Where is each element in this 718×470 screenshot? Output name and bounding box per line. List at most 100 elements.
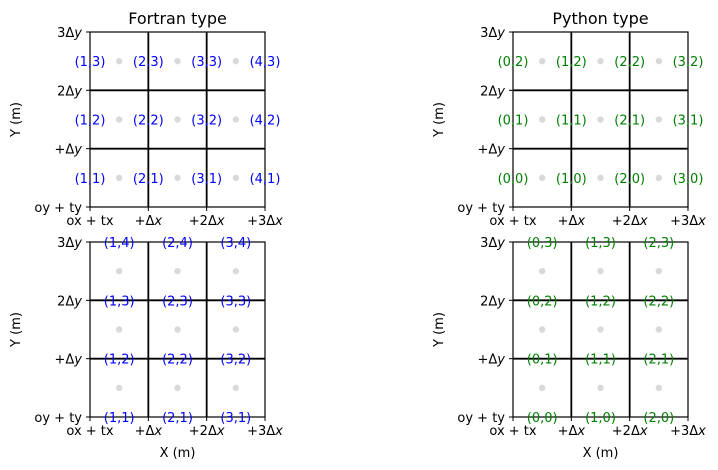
index-label: (1,3) [75,55,106,70]
index-label: (1,2) [104,353,135,368]
x-tick-label: ox + tx [489,214,537,229]
index-label: (2,1) [614,114,645,129]
x-tick-label: +3Δx [670,214,706,229]
index-label: (3,1) [220,411,251,426]
x-tick-label: +3Δx [247,424,283,439]
cell-center-dot [115,174,123,182]
index-label: (0,0) [498,172,529,187]
cell-center-dot [655,116,663,123]
x-tick-label: +2Δx [612,214,648,229]
panel-fortran-top: Fortran type ox + tx +Δx +2Δx +3Δx oy + ty +Δy… [9,9,283,229]
cell-center-dot [115,326,123,333]
x-axis-label: X (m) [160,446,196,461]
cell-center-dot [115,57,123,65]
index-label: (0,1) [527,353,558,368]
x-tick-label: +3Δx [247,214,283,229]
index-label: (2,4) [162,236,193,251]
y-tick-label: 2Δy [480,84,505,99]
index-label: (2,3) [162,294,193,309]
cell-center-dot [538,384,546,392]
cell-center-dot [115,267,123,275]
index-label: (3,1) [191,172,222,187]
y-tick-label: +Δy [55,143,83,158]
cell-center-dot [538,326,546,333]
cell-center-dot [597,174,604,182]
cell-center-dot [232,384,240,392]
x-axis-label: X (m) [583,446,619,461]
cell-center-dot [174,174,181,182]
cell-center-dot [174,267,181,275]
index-label: (3,2) [191,114,222,129]
x-tick-label: ox + tx [489,424,537,439]
y-tick-label: oy + ty [34,201,82,216]
cell-center-dot [538,267,546,275]
y-tick-label: +Δy [55,353,83,368]
cell-center-dot [174,326,181,333]
index-label: (2,1) [162,411,193,426]
y-tick-label: 3Δy [480,26,505,41]
x-tick-label: +2Δx [189,424,225,439]
index-label: (4,3) [250,55,281,70]
y-tick-label: +Δy [478,353,506,368]
x-tick-label: ox + tx [66,424,114,439]
index-label: (2,1) [643,353,674,368]
cell-center-dot [232,174,240,182]
index-label: (1,3) [104,294,135,309]
x-tick-label: +2Δx [612,424,648,439]
x-tick-label: +Δx [135,214,163,229]
panel-python-bottom: ox + tx +Δx +2Δx +3Δx oy + ty +Δy 2Δy 3Δy Y (m) X… [432,236,706,461]
y-tick-label: 3Δy [480,236,505,251]
panel-title: Fortran type [128,9,227,28]
index-label: (1,2) [556,55,587,70]
y-axis-label: Y (m) [432,312,447,348]
x-tick-label: +Δx [558,214,586,229]
cell-center-dot [538,116,546,123]
cell-center-dot [538,174,546,182]
index-label: (2,2) [133,114,164,129]
y-tick-label: 3Δy [57,26,82,41]
cell-center-dot [655,384,663,392]
cell-center-dot [655,174,663,182]
y-axis-label: Y (m) [9,312,24,348]
axes-frame [89,241,266,418]
index-label: (1,1) [556,114,587,129]
index-label: (1,1) [75,172,106,187]
y-tick-label: +Δy [478,143,506,158]
y-tick-label: oy + ty [34,411,82,426]
axes-frame [89,31,266,208]
index-label: (1,2) [585,294,616,309]
index-label: (2,3) [643,236,674,251]
index-label: (2,0) [614,172,645,187]
y-tick-label: 2Δy [57,294,82,309]
cell-center-dot [232,57,240,65]
index-label: (3,3) [220,294,251,309]
x-tick-label: +3Δx [670,424,706,439]
index-label: (1,0) [556,172,587,187]
cell-center-dot [174,57,181,65]
cell-center-dot [597,57,604,65]
cell-center-dot [115,116,123,123]
index-label: (1,2) [75,114,106,129]
y-tick-label: oy + ty [457,411,505,426]
axes-frame [512,241,689,418]
cell-center-dot [174,384,181,392]
index-label: (2,2) [643,294,674,309]
cell-center-dot [655,267,663,275]
index-label: (1,1) [585,353,616,368]
index-label: (3,2) [673,55,704,70]
index-label: (4,2) [250,114,281,129]
index-label: (0,2) [498,55,529,70]
x-tick-label: ox + tx [66,214,114,229]
index-label: (3,1) [673,114,704,129]
x-tick-label: +Δx [135,424,163,439]
y-tick-label: 2Δy [57,84,82,99]
index-label: (0,3) [527,236,558,251]
index-label: (3,4) [220,236,251,251]
x-tick-label: +Δx [558,424,586,439]
index-label: (1,1) [104,411,135,426]
cell-center-dot [115,384,123,392]
index-label: (3,0) [673,172,704,187]
index-label: (2,0) [643,411,674,426]
cell-center-dot [597,326,604,333]
